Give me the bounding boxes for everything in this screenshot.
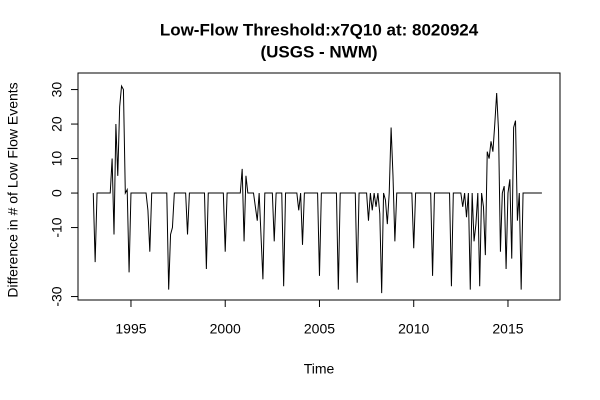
y-tick-label: 0 xyxy=(49,189,65,197)
x-tick-label: 1995 xyxy=(115,321,146,337)
chart-title: Low-Flow Threshold:x7Q10 at: 8020924 xyxy=(160,20,479,39)
chart-subtitle: (USGS - NWM) xyxy=(260,42,377,61)
x-tick-label: 2000 xyxy=(210,321,241,337)
y-tick-label: -10 xyxy=(49,217,65,237)
y-tick-label: 10 xyxy=(49,151,65,167)
data-line xyxy=(92,84,542,294)
x-axis-label: Time xyxy=(304,361,335,377)
y-tick-label: -30 xyxy=(49,286,65,306)
y-tick-label: 30 xyxy=(49,82,65,98)
x-tick-label: 2015 xyxy=(492,321,523,337)
x-tick-label: 2005 xyxy=(304,321,335,337)
y-axis-label: Difference in # of Low Flow Events xyxy=(5,82,21,297)
x-tick-label: 2010 xyxy=(398,321,429,337)
y-tick-label: 20 xyxy=(49,116,65,132)
